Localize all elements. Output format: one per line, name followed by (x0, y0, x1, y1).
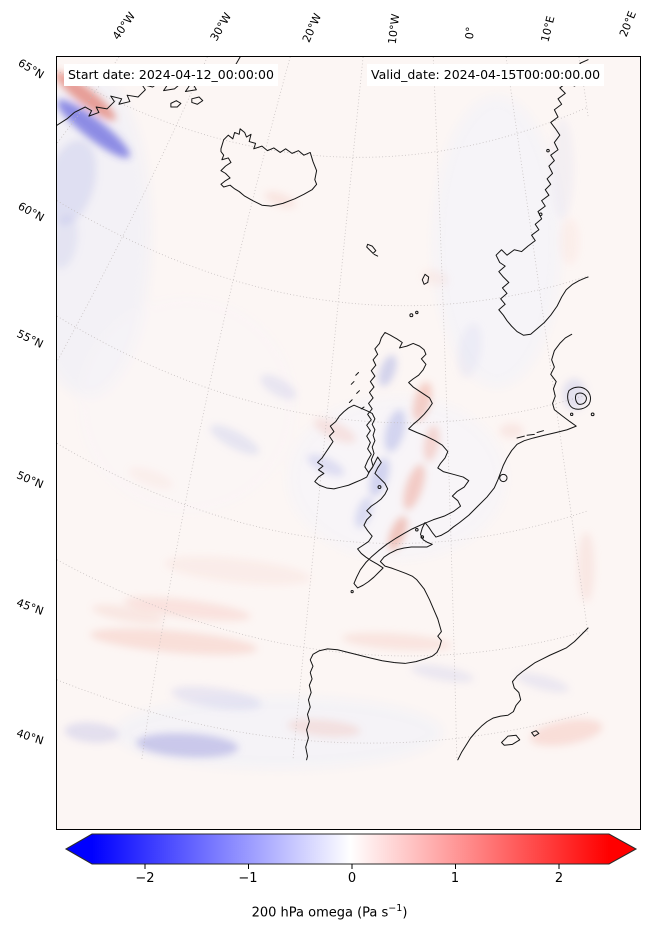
coast-orkney (409, 313, 414, 318)
omega-field (57, 71, 603, 758)
coast-faroe-islands (366, 243, 379, 257)
coast-danish-islet2 (569, 412, 574, 416)
coast-norway (495, 59, 589, 336)
coast-mallorca (501, 734, 521, 746)
lat-label-55n: 55°N (14, 327, 46, 351)
colorbar-tick-label: 2 (554, 871, 564, 886)
coast-danish-islet (590, 412, 595, 417)
colorbar-tick-marks (144, 864, 560, 869)
colorbar-tick-label: 1 (450, 871, 460, 886)
coast-continent (305, 333, 577, 761)
coast-frisian-islands (516, 430, 544, 439)
coast-norway-islet (546, 148, 550, 153)
lon-label-30w: 30°W (207, 10, 235, 44)
lat-label-45n: 45°N (14, 596, 46, 618)
gridline-lon-10e (505, 57, 589, 635)
colorbar-title-prefix: 200 hPa omega (Pa s (251, 905, 389, 921)
coast-ireland (314, 404, 376, 490)
lon-label-20w: 20°W (299, 11, 325, 45)
map-plot-area (56, 56, 641, 830)
lon-label-10w: 10°W (385, 13, 403, 45)
coast-orkney2 (415, 310, 419, 315)
coast-scilly (350, 590, 354, 594)
map-canvas (57, 57, 603, 769)
coast-balearic-islet (531, 730, 540, 737)
coast-danish-isles (567, 386, 592, 410)
start-date-label: Start date: 2024-04-12_00:00:00 (64, 64, 278, 86)
lon-label-20e: 20°E (617, 9, 639, 39)
coast-spain-mediterranean (457, 627, 589, 761)
coast-great-britain (353, 331, 470, 589)
coast-greenland-islet2 (170, 100, 182, 108)
lon-label-10e: 10°E (538, 14, 558, 44)
gridline-lat-65n (57, 70, 589, 158)
lon-label-0: 0° (462, 26, 478, 40)
colorbar (64, 833, 638, 869)
colorbar-tick-label: −2 (135, 871, 155, 886)
coast-isle-of-man (377, 485, 382, 490)
coast-shetland (421, 273, 430, 285)
gridline-lat-55n (57, 315, 589, 424)
lon-label-40w: 40°W (109, 9, 139, 43)
colorbar-bar (64, 833, 638, 865)
valid-date-label: Valid_date: 2024-04-15T00:00:00.00 (367, 64, 605, 86)
colorbar-title: 200 hPa omega (Pa s−1) (0, 903, 659, 920)
colorbar-title-exponent: −1 (388, 903, 403, 914)
lat-label-50n: 50°N (14, 468, 46, 492)
coast-ijsselmeer (499, 473, 508, 483)
coast-greenland-islet (191, 96, 204, 105)
lat-label-60n: 60°N (15, 199, 47, 225)
colorbar-tick-label: 0 (347, 871, 357, 886)
coast-norway-islet2 (538, 212, 543, 217)
gridline-lon-10w (292, 57, 364, 760)
lat-label-40n: 40°N (14, 726, 46, 748)
coast-iceland (220, 128, 318, 207)
colorbar-tick-label: −1 (238, 871, 258, 886)
colorbar-title-suffix: ) (402, 905, 408, 921)
gridline-lon-20w (141, 57, 291, 760)
lat-label-65n: 65°N (15, 56, 47, 82)
coast-channel-island (415, 528, 419, 532)
gridline-lat-60n (57, 200, 589, 307)
coast-channel-island2 (420, 535, 425, 539)
background-washes (57, 68, 561, 769)
coast-hebrides (348, 371, 365, 410)
